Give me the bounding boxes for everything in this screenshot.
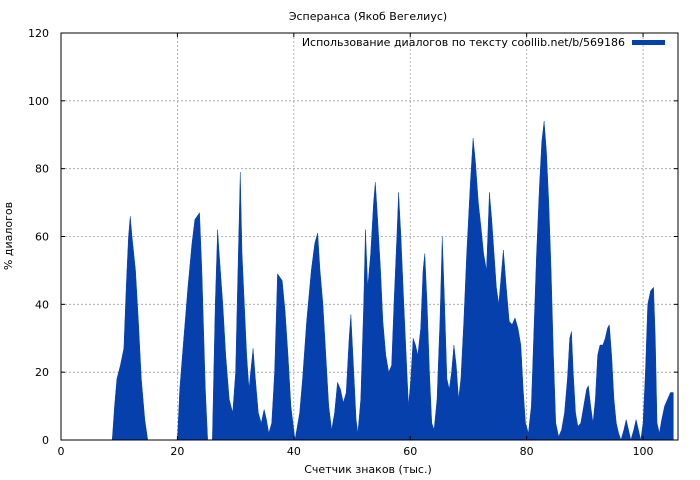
x-tick-label: 80 (520, 445, 534, 458)
series-area (61, 121, 674, 441)
y-tick-label: 40 (35, 298, 49, 311)
series-area-layer (61, 121, 674, 441)
x-tick-label: 0 (58, 445, 65, 458)
y-axis-label: % диалогов (2, 202, 15, 270)
x-tick-label: 20 (170, 445, 184, 458)
x-axis-label: Счетчик знаков (тыс.) (304, 463, 432, 476)
y-tick-label: 80 (35, 163, 49, 176)
x-tick-label: 60 (403, 445, 417, 458)
y-tick-label: 120 (28, 27, 49, 40)
x-tick-label: 100 (633, 445, 654, 458)
y-tick-label: 100 (28, 95, 49, 108)
y-tick-label: 60 (35, 231, 49, 244)
ticks: 0 20 40 60 80 100 0 20 40 60 80 100 120 (28, 27, 678, 458)
chart-title: Эсперанса (Якоб Вегелиус) (289, 10, 447, 23)
legend-label: Использование диалогов по тексту coollib… (302, 36, 625, 49)
legend-swatch (632, 40, 665, 45)
legend: Использование диалогов по тексту coollib… (302, 36, 665, 49)
x-tick-label: 40 (287, 445, 301, 458)
y-tick-label: 0 (42, 434, 49, 447)
y-tick-label: 20 (35, 366, 49, 379)
